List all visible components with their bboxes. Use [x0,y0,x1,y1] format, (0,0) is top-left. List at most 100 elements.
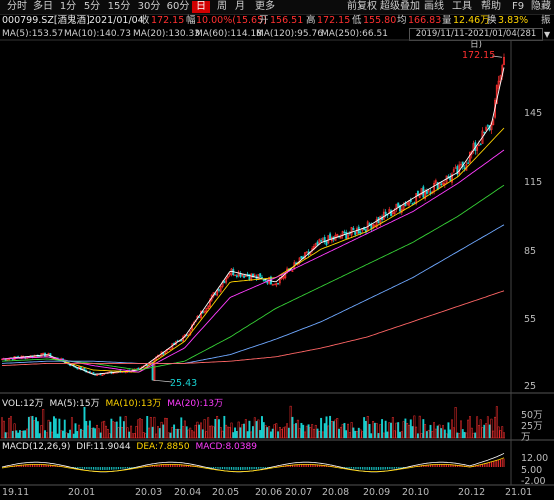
volume-bar-117 [210,425,213,439]
volume-bar-33 [60,430,63,439]
candle-body-81 [146,364,149,367]
fuquan-button[interactable]: 前复权 [347,1,377,12]
volume-panel-header: VOL:12万 MA(5):15万 MA(10):13万 MA(20):13万 [2,396,223,409]
period-tab-4[interactable]: 15分 [107,1,131,12]
period-tab-6[interactable]: 60分 [166,1,190,12]
volume-bar-205 [368,423,371,439]
volume-bar-164 [295,423,297,439]
volume-bar-280 [503,432,505,439]
volume-bar-215 [386,431,389,439]
y-tick-85: 85 [524,246,537,257]
volume-bar-17 [31,415,34,439]
period-tab-3[interactable]: 5分 [83,1,101,12]
period-tab-9[interactable]: 月 [235,1,245,12]
volume-bar-265 [476,416,479,439]
volume-bar-39 [70,417,73,439]
candle-body-234 [420,188,423,195]
volume-bar-103 [185,426,188,439]
volume-bar-142 [255,421,258,439]
volume-bar-76 [137,419,140,439]
period-tab-5[interactable]: 30分 [137,1,161,12]
f9-button[interactable]: F9 [512,1,525,12]
volume-bar-161 [289,405,292,439]
volume-bar-214 [384,420,387,439]
volume-bar-22 [40,425,43,439]
volume-bar-187 [336,418,339,439]
volume-bar-273 [490,418,493,439]
volume-bar-65 [117,427,120,439]
candle-body-169 [304,252,306,259]
volume-bar-155 [278,426,281,439]
volume-bar-210 [377,433,380,439]
x-tick-7: 20.08 [322,487,350,498]
volume-bar-29 [53,416,55,439]
turnover-value: 3.83% [498,15,529,26]
volume-bar-44 [79,428,82,439]
tools-button[interactable]: 工具 [452,1,472,12]
period-tab-2[interactable]: 1分 [59,1,77,12]
volume-bar-100 [180,417,183,439]
volume-bar-277 [497,426,500,439]
x-tick-1: 20.01 [68,487,96,498]
volume-bar-79 [142,432,145,439]
high-value: 172.15 [317,15,351,26]
candle-body-274 [492,119,495,126]
candle-body-208 [373,225,376,227]
candle-body-265 [476,146,479,151]
ma-line-5 [1,290,505,367]
volume-bar-194 [348,432,351,439]
candle-body-138 [248,274,251,280]
volume-bar-192 [345,430,348,439]
period-tab-8[interactable]: 周 [217,1,227,12]
volume-bar-127 [228,427,231,439]
candle-body-270 [485,127,488,131]
volume-bar-244 [438,424,441,439]
candle-body-91 [164,351,167,354]
candle-body-26 [47,352,50,356]
ma120-label: MA(120):95.76 [256,29,323,39]
period-tab-0[interactable]: 分时 [7,1,27,12]
volume-bar-224 [402,421,405,439]
candle-body-218 [391,212,394,215]
vol-title: VOL:12万 [2,399,44,409]
volume-bar-121 [217,419,220,439]
low-label: 低 [352,15,362,26]
period-tab-7[interactable]: 日 [192,1,210,13]
volume-bar-200 [359,429,362,439]
candle-body-122 [219,286,222,292]
super-overlay-button[interactable]: 超级叠加 [380,1,420,12]
volume-bar-236 [424,424,427,439]
volume-bar-139 [250,431,253,439]
help-button[interactable]: 帮助 [481,1,501,12]
volume-bar-242 [434,428,437,439]
candle-body-192 [345,232,348,239]
stock-code: 000799.SZ[酒鬼酒] [2,15,90,26]
volume-bar-209 [375,423,378,439]
max-price-annotation: 172.15 [462,50,496,61]
volume-bar-118 [212,426,215,439]
volume-bar-239 [429,424,432,439]
volume-bar-72 [130,425,133,439]
range-dropdown-icon[interactable]: ▼ [544,30,551,39]
volume-bar-93 [167,432,170,439]
hide-button[interactable]: 隐藏 [531,1,551,12]
quote-info-bar: 000799.SZ[酒鬼酒] 2021/01/04 收 172.15 幅 10.… [0,14,554,28]
period-tab-1[interactable]: 多日 [33,1,53,12]
candle-body-276 [495,85,498,104]
volume-bar-66 [119,416,122,439]
close-value: 172.15 [151,15,185,26]
volume-bar-34 [62,430,64,439]
period-tab-10[interactable]: 更多 [255,1,275,12]
draw-line-button[interactable]: 画线 [424,1,444,12]
volume-bar-232 [416,433,419,439]
candle-body-127 [228,273,231,276]
volume-bar-251 [451,419,453,439]
candle-body-262 [470,151,473,155]
y-tick-55: 55 [524,314,537,325]
volume-bar-132 [237,421,240,439]
volume-bar-255 [458,433,461,439]
x-tick-8: 20.09 [363,487,391,498]
x-tick-0: 19.11 [2,487,30,498]
volume-bar-237 [425,431,428,439]
